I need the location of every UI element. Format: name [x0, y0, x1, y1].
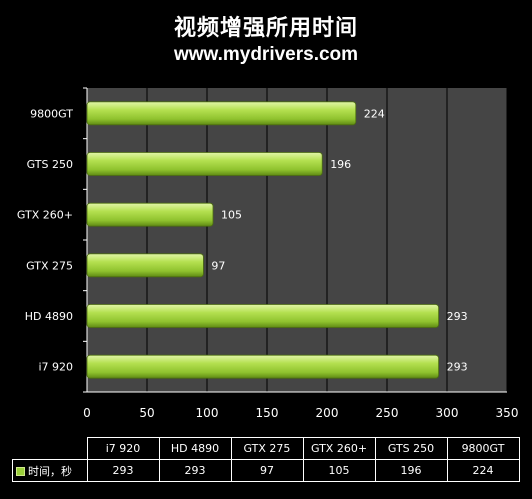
table-cell: 293	[158, 459, 232, 482]
x-tick-label: 250	[376, 406, 399, 420]
data-label: 224	[364, 107, 385, 120]
table-column-header: 9800GT	[446, 437, 520, 460]
table-column-header: GTX 260+	[302, 437, 376, 460]
bar	[86, 101, 357, 126]
category-label: i7 920	[38, 361, 73, 374]
data-label: 293	[447, 361, 468, 374]
x-tick-label: 150	[256, 406, 279, 420]
category-label: GTX 260+	[17, 209, 73, 222]
category-label: GTS 250	[27, 158, 73, 171]
bar	[86, 304, 440, 328]
data-label: 97	[211, 259, 225, 272]
table-column-header: GTS 250	[374, 437, 448, 460]
category-label: 9800GT	[30, 107, 73, 120]
x-tick-label: 50	[139, 406, 154, 420]
data-table: i7 920 HD 4890 GTX 275 GTX 260+ GTS 250 …	[12, 437, 520, 482]
category-label: GTX 275	[26, 259, 73, 272]
bar	[86, 253, 204, 278]
plot-area	[87, 88, 507, 392]
table-row: 时间，秒 293 293 97 105 196 224	[12, 459, 520, 482]
table-cell: 293	[86, 459, 160, 482]
category-label: HD 4890	[25, 310, 73, 323]
table-corner-cell	[13, 438, 88, 460]
table-column-header: GTX 275	[230, 437, 304, 460]
legend-key-icon	[16, 467, 25, 476]
x-tick-label: 0	[83, 406, 91, 420]
x-tick-label: 100	[196, 406, 219, 420]
data-label: 293	[447, 310, 468, 323]
table-header-row: i7 920 HD 4890 GTX 275 GTX 260+ GTS 250 …	[13, 437, 520, 460]
x-tick-label: 300	[436, 406, 459, 420]
bar-chart: 0 50 100 150 200 250 300 350 9800GT 224 GTS 250 196…	[17, 87, 519, 420]
table-cell: 105	[302, 459, 376, 482]
table-column-header: i7 920	[86, 437, 160, 460]
chart-subtitle: www.mydrivers.com	[173, 44, 359, 65]
bar	[86, 354, 440, 379]
table-cell: 97	[230, 459, 304, 482]
bar	[86, 152, 323, 176]
x-tick-label: 200	[316, 406, 339, 420]
series-label-text: 时间，秒	[28, 464, 72, 478]
bar	[86, 202, 214, 227]
data-label: 105	[221, 209, 242, 222]
table-cell: 224	[446, 459, 520, 482]
table-series-label: 时间，秒	[12, 459, 88, 482]
data-label: 196	[330, 158, 351, 171]
chart-title: 视频增强所用时间	[173, 16, 358, 41]
x-tick-label: 350	[496, 406, 519, 420]
table-column-header: HD 4890	[158, 437, 232, 460]
table-cell: 196	[374, 459, 448, 482]
